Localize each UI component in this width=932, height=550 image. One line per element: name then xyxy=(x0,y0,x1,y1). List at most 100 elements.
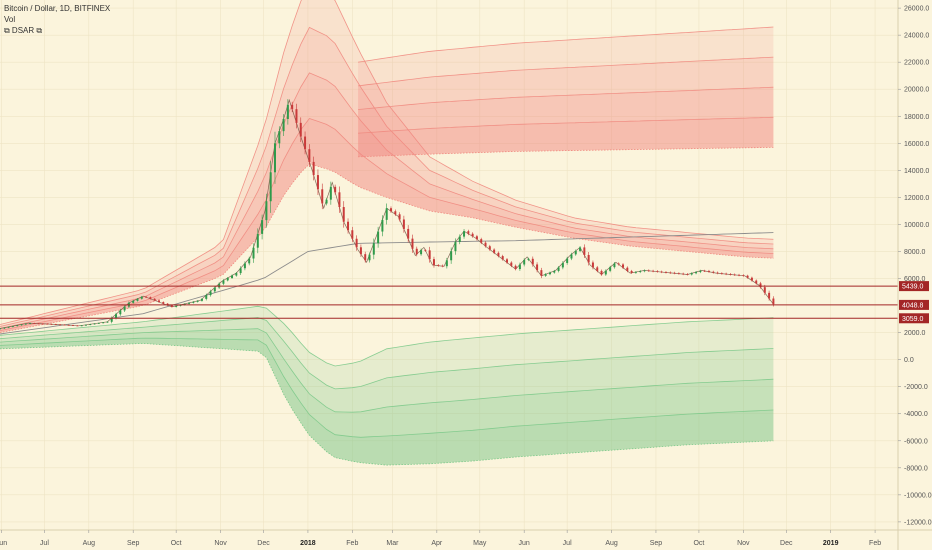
candle-body xyxy=(750,277,753,281)
candle-body xyxy=(630,270,633,273)
x-tick-label: Jul xyxy=(40,540,49,547)
y-tick-label: 10000.0 xyxy=(904,222,929,229)
candle-body xyxy=(273,143,276,173)
candle-body xyxy=(278,131,281,144)
candle-body xyxy=(531,258,534,265)
candle-body xyxy=(0,328,1,330)
candle-body xyxy=(243,263,246,269)
candle-body xyxy=(7,326,10,328)
candle-body xyxy=(484,242,487,247)
candle-body xyxy=(269,172,272,202)
x-tick-label: Dec xyxy=(257,540,270,547)
candle-body xyxy=(742,275,745,277)
candle-body xyxy=(536,264,539,271)
candle-body xyxy=(209,291,212,296)
candle-body xyxy=(570,254,573,259)
candle-body xyxy=(712,271,715,273)
red-band-0-line xyxy=(0,0,774,325)
chart-symbol-title: Bitcoin / Dollar, 1D, BITFINEX xyxy=(4,4,111,13)
candle-body xyxy=(424,250,427,251)
candle-body xyxy=(420,250,423,255)
candle-body xyxy=(553,270,556,273)
x-tick-label: Jul xyxy=(563,540,572,547)
y-tick-label: 12000.0 xyxy=(904,195,929,202)
candle-body xyxy=(501,256,504,260)
dsar-midline xyxy=(0,232,774,335)
candle-body xyxy=(41,323,44,325)
candle-body xyxy=(510,262,513,266)
y-tick-label: -6000.0 xyxy=(904,438,928,445)
y-tick-label: -4000.0 xyxy=(904,411,928,418)
candle-body xyxy=(312,161,315,176)
candle-body xyxy=(626,267,629,271)
candle-body xyxy=(450,251,453,261)
x-tick-label: Sep xyxy=(650,540,663,547)
candle-body xyxy=(720,273,723,275)
candle-body xyxy=(213,287,216,292)
candle-body xyxy=(170,305,173,307)
red-band-1-line xyxy=(358,116,774,134)
candle-body xyxy=(325,199,328,204)
candle-body xyxy=(256,233,259,248)
dsar-indicator-label[interactable]: ⧉ DSAR ⧉ xyxy=(4,26,43,35)
candle-body xyxy=(587,254,590,263)
price-line xyxy=(0,98,774,329)
level-label-box xyxy=(899,313,929,324)
level-label: 3059.0 xyxy=(902,316,924,323)
candle-body xyxy=(222,280,225,284)
candle-body xyxy=(583,247,586,255)
candle-body xyxy=(321,189,324,204)
candle-body xyxy=(622,264,625,268)
red-band-0-line xyxy=(0,72,774,329)
volume-indicator-label[interactable]: Vol xyxy=(4,15,16,24)
candle-body xyxy=(46,323,49,325)
candle-body xyxy=(153,298,156,301)
y-tick-label: 16000.0 xyxy=(904,141,929,148)
y-tick-label: 24000.0 xyxy=(904,33,929,40)
candle-body xyxy=(192,301,195,303)
candle-body xyxy=(497,252,500,257)
candle-body xyxy=(282,118,285,132)
candle-body xyxy=(729,274,732,275)
candle-body xyxy=(72,325,75,327)
candle-body xyxy=(196,300,199,302)
candle-body xyxy=(407,228,410,239)
y-tick-label: 22000.0 xyxy=(904,60,929,67)
candle-body xyxy=(480,239,483,243)
green-band-0-edge xyxy=(0,343,774,466)
green-band-0-line xyxy=(0,328,774,413)
red-band-0-fill xyxy=(0,0,774,333)
y-tick-label: 18000.0 xyxy=(904,114,929,121)
candle-body xyxy=(467,231,470,234)
candle-body xyxy=(639,271,642,273)
candle-body xyxy=(89,324,92,326)
candle-body xyxy=(574,250,577,255)
candle-body xyxy=(656,271,659,273)
candle-body xyxy=(29,323,32,325)
candle-body xyxy=(733,274,736,276)
x-tick-label: Sep xyxy=(127,540,140,547)
candle-body xyxy=(514,265,517,270)
candle-body xyxy=(106,321,109,323)
candle-body xyxy=(162,302,165,304)
candle-body xyxy=(652,270,655,272)
candle-body xyxy=(136,298,139,301)
candle-body xyxy=(557,267,560,271)
candle-body xyxy=(613,263,616,268)
candle-body xyxy=(115,314,118,318)
candle-body xyxy=(261,220,264,234)
candle-body xyxy=(454,242,457,252)
candle-body xyxy=(415,248,418,255)
candle-body xyxy=(76,325,79,327)
candle-body xyxy=(759,283,762,288)
candle-body xyxy=(342,207,345,222)
green-band-0-line xyxy=(0,317,774,390)
candle-body xyxy=(673,272,676,274)
candle-body xyxy=(475,236,478,240)
candle-body xyxy=(149,297,152,299)
red-band-1-fill xyxy=(358,27,774,157)
candle-body xyxy=(643,270,646,272)
candle-body xyxy=(458,236,461,243)
